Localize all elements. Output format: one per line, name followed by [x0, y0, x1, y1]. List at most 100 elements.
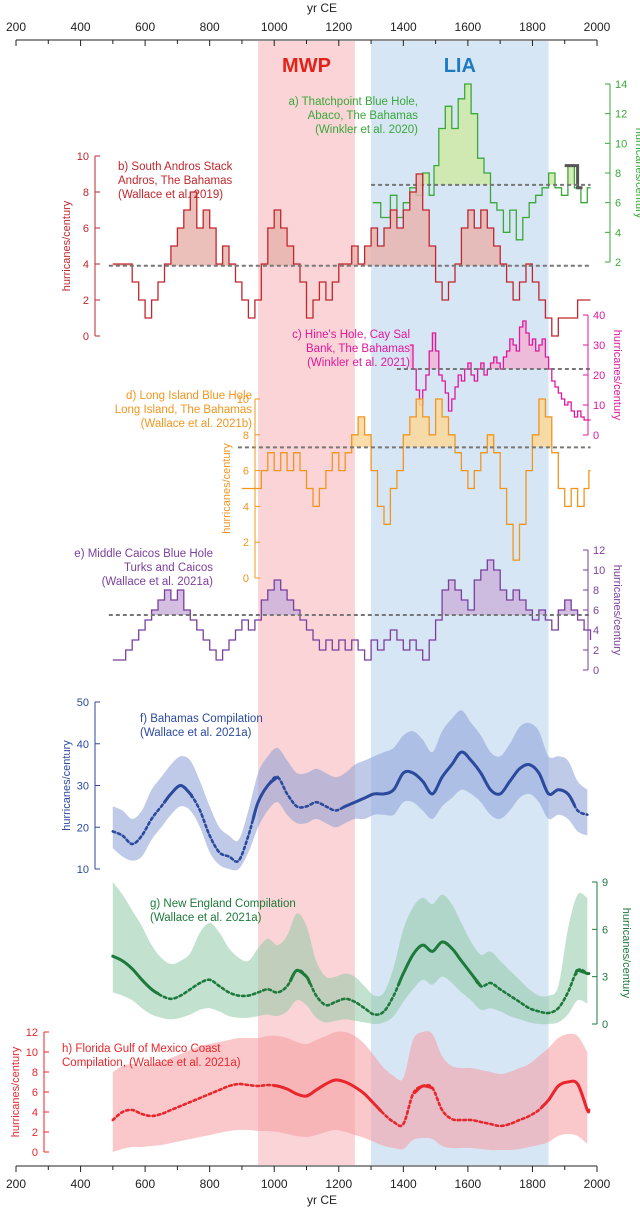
panel-title-line: Bank, The Bahamas	[306, 343, 410, 355]
series-line	[241, 398, 591, 561]
panel-g: 0 3 6 9 hurricanes/century g) New England Com…	[111, 877, 632, 1031]
y-tick-label: 8	[243, 430, 249, 442]
top-x-tick-label: 1000	[261, 20, 288, 34]
y-tick-label: 12	[593, 545, 605, 557]
y-tick-label: 10	[593, 400, 605, 412]
series-line-solid	[163, 783, 194, 804]
y-axis-label: hurricanes/century	[611, 565, 623, 656]
y-tick-label: 30	[77, 781, 89, 793]
y-tick-label: 10	[237, 394, 249, 406]
top-x-tick-label: 1600	[455, 20, 482, 34]
y-axis-label: hurricanes/century	[611, 330, 623, 421]
bottom-x-tick-label: 600	[135, 1177, 155, 1191]
panel-f: 10 20 30 40 50 hurricanes/century f) Bahamas C…	[61, 697, 589, 876]
panel-title-line: (Wallace et al. 2021b)	[141, 418, 253, 430]
y-tick-label: 2	[83, 295, 89, 307]
y-tick-label: 12	[615, 109, 627, 121]
bottom-x-tick-label: 400	[71, 1177, 91, 1191]
record-panels: 2 4 6 8 10 12 14 hurricanes/century a) Thatchpoi…	[10, 79, 640, 1159]
series-line-solid	[397, 940, 483, 988]
y-tick-label: 8	[32, 1067, 38, 1079]
panel-title-line: e) Middle Caicos Blue Hole	[74, 548, 213, 560]
top-x-tick-label: 1200	[325, 20, 352, 34]
panel-title-line: Compilation, (Wallace et al. 2021a)	[62, 1057, 241, 1069]
y-tick-label: 0	[602, 1019, 608, 1031]
y-tick-label: 3	[602, 972, 608, 984]
series-line	[112, 559, 592, 661]
panel-title-line: Long Island, The Bahamas	[115, 404, 252, 416]
panel-title-line: (Wallace et al. 2021a)	[140, 727, 252, 739]
panel-c: 0 10 20 30 40 hurricanes/century c) Hine's Hol…	[292, 310, 623, 442]
y-axis-label: hurricanes/century	[620, 908, 632, 999]
panel-title-line: a) Thatchpoint Blue Hole,	[288, 96, 418, 108]
top-x-tick-label: 1400	[390, 20, 417, 34]
y-axis-label: hurricanes/century	[61, 740, 73, 831]
y-tick-label: 20	[593, 370, 605, 382]
bottom-x-tick-label: 1800	[519, 1177, 546, 1191]
y-tick-label: 10	[615, 138, 627, 150]
bottom-x-tick-label: 200	[6, 1177, 26, 1191]
y-tick-label: 4	[32, 1107, 38, 1119]
series-line-solid	[413, 1084, 434, 1095]
series-line	[409, 320, 591, 421]
y-tick-label: 6	[615, 198, 621, 210]
y-tick-label: 2	[243, 537, 249, 549]
confidence-band	[112, 882, 588, 1025]
top-x-tick-label: 600	[135, 20, 155, 34]
y-tick-label: 40	[593, 310, 605, 322]
y-tick-label: 2	[32, 1127, 38, 1139]
y-tick-label: 6	[83, 223, 89, 235]
instrumental-series-line	[564, 164, 583, 190]
bottom-x-axis-label: yr CE	[307, 1193, 337, 1207]
panel-title-line: f) Bahamas Compilation	[140, 713, 263, 725]
y-axis-label: hurricanes/century	[10, 1046, 22, 1137]
top-x-tick-label: 1800	[519, 20, 546, 34]
y-tick-label: 0	[83, 331, 89, 343]
above-mean-fill	[241, 399, 591, 448]
y-tick-label: 8	[83, 187, 89, 199]
series-line-solid	[574, 968, 591, 976]
y-tick-label: 4	[243, 501, 249, 513]
y-tick-label: 0	[593, 430, 599, 442]
panel-title-line: (Wallace et al. 2019)	[118, 189, 223, 201]
panel-title-line: g) New England Compilation	[150, 898, 296, 910]
bottom-x-tick-label: 1000	[261, 1177, 288, 1191]
y-tick-label: 8	[593, 585, 599, 597]
y-tick-label: 50	[77, 697, 89, 709]
y-tick-label: 2	[615, 257, 621, 269]
y-tick-label: 4	[615, 227, 621, 239]
y-tick-label: 10	[26, 1047, 38, 1059]
above-mean-fill	[422, 84, 575, 185]
bottom-x-tick-label: 1400	[390, 1177, 417, 1191]
confidence-band	[112, 710, 588, 871]
series-line-solid	[251, 775, 279, 821]
y-tick-label: 0	[593, 665, 599, 677]
y-axis-label: hurricanes/century	[221, 443, 233, 534]
series-line-solid	[111, 954, 160, 995]
panel-a: 2 4 6 8 10 12 14 hurricanes/century a) Thatchpoi…	[288, 79, 640, 269]
top-x-axis-label: yr CE	[307, 1, 337, 15]
y-tick-label: 20	[77, 822, 89, 834]
y-tick-label: 6	[602, 924, 608, 936]
above-mean-fill	[112, 560, 591, 615]
y-tick-label: 4	[83, 259, 89, 271]
top-x-tick-label: 2000	[584, 20, 611, 34]
y-tick-label: 6	[32, 1087, 38, 1099]
y-tick-label: 14	[615, 79, 627, 91]
y-tick-label: 4	[593, 625, 599, 637]
series-line	[112, 173, 591, 337]
panel-d: 0 2 4 6 8 10 hurricanes/century d) Long Island …	[115, 390, 591, 585]
panel-title-line: Turks and Caicos	[124, 562, 213, 574]
series-line-solid	[288, 968, 312, 985]
panel-b: 0 2 4 6 8 10 hurricanes/century b) South Andros…	[61, 151, 591, 343]
period-label-mwp: MWP	[282, 55, 331, 77]
y-tick-label: 8	[615, 168, 621, 180]
panel-title-line: Andros, The Bahamas	[118, 175, 232, 187]
bottom-x-tick-label: 1600	[455, 1177, 482, 1191]
y-tick-label: 30	[593, 340, 605, 352]
confidence-band	[112, 1031, 588, 1152]
y-tick-label: 6	[593, 605, 599, 617]
top-x-tick-label: 200	[6, 20, 26, 34]
